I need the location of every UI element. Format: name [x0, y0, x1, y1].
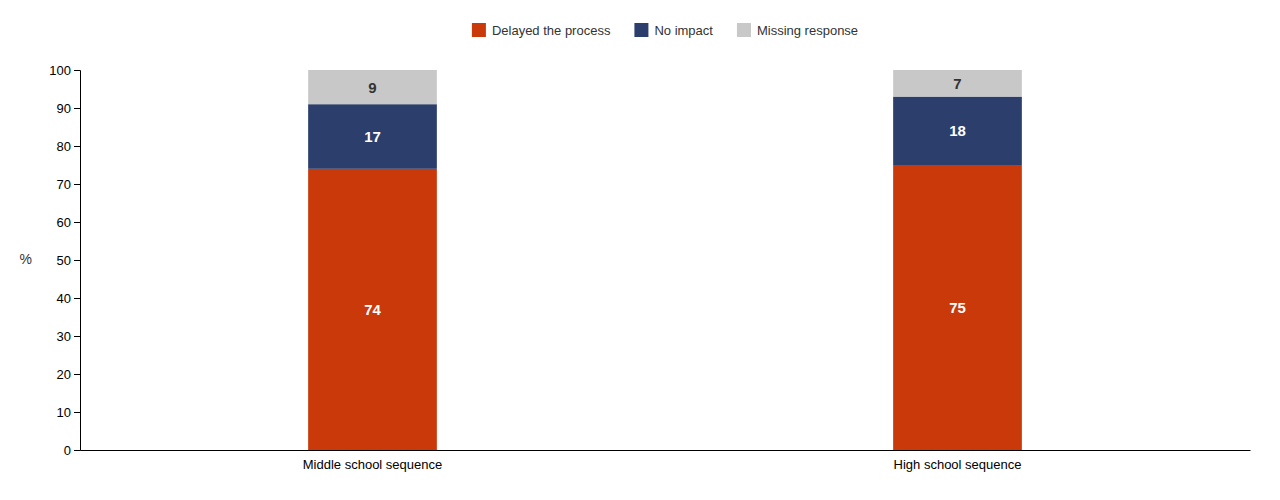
- y-tick: 30: [57, 329, 80, 344]
- y-axis-title: %: [20, 251, 32, 267]
- y-tick-label: 40: [57, 291, 71, 306]
- bar: [893, 165, 1022, 450]
- data-label: 7: [953, 75, 961, 92]
- legend: Delayed the process No impact Missing resp…: [472, 23, 858, 38]
- data-label: 17: [364, 128, 381, 145]
- y-tick: 100: [49, 63, 80, 78]
- bar: [893, 97, 1022, 165]
- y-tick-label: 0: [64, 443, 71, 458]
- series: [308, 165, 1022, 450]
- y-tick-mark: [74, 70, 80, 71]
- bar: [308, 70, 437, 104]
- y-tick: 80: [57, 139, 80, 154]
- legend-swatch: [634, 23, 648, 37]
- series: [308, 70, 1022, 104]
- legend-label: Missing response: [757, 23, 858, 38]
- legend-label: No impact: [654, 23, 713, 38]
- series: [308, 97, 1022, 169]
- legend-swatch: [472, 23, 486, 37]
- y-tick-mark: [74, 184, 80, 185]
- y-tick-mark: [74, 412, 80, 413]
- data-label: 75: [949, 299, 966, 316]
- y-tick-mark: [74, 336, 80, 337]
- y-tick-label: 60: [57, 215, 71, 230]
- bars: [308, 70, 1022, 450]
- y-tick: 20: [57, 367, 80, 382]
- y-tick-label: 70: [57, 177, 71, 192]
- y-tick-label: 80: [57, 139, 71, 154]
- chart: 0 10 20 30 40 50 60 70 80 90 100 Middle school sequ…: [0, 0, 1280, 500]
- y-tick-label: 50: [57, 253, 71, 268]
- x-axis: Middle school sequence High school sequen…: [81, 450, 1251, 472]
- y-tick-mark: [74, 260, 80, 261]
- x-tick: High school sequence: [894, 450, 1022, 472]
- y-tick-label: 10: [57, 405, 71, 420]
- y-tick-label: 20: [57, 367, 71, 382]
- bar: [308, 104, 437, 169]
- data-label: 74: [364, 301, 381, 318]
- legend-swatch: [737, 23, 751, 37]
- y-tick-mark: [74, 222, 80, 223]
- y-tick-label: 100: [49, 63, 71, 78]
- legend-item: Missing response: [737, 23, 858, 38]
- data-label: 18: [949, 122, 966, 139]
- y-axis: 0 10 20 30 40 50 60 70 80 90 100: [49, 63, 80, 458]
- y-tick-mark: [74, 450, 80, 451]
- plot: 0 10 20 30 40 50 60 70 80 90 100 Middle school sequ…: [20, 63, 1251, 473]
- y-tick: 10: [57, 405, 80, 420]
- x-tick-label: Middle school sequence: [303, 457, 442, 472]
- x-tick-label: High school sequence: [894, 457, 1022, 472]
- legend-label: Delayed the process: [492, 23, 611, 38]
- y-axis-line: [74, 71, 81, 451]
- y-tick-label: 30: [57, 329, 71, 344]
- y-tick-mark: [74, 146, 80, 147]
- y-tick-label: 90: [57, 101, 71, 116]
- y-tick: 50: [57, 253, 80, 268]
- y-tick-mark: [74, 374, 80, 375]
- bar: [893, 70, 1022, 97]
- y-tick-mark: [74, 108, 80, 109]
- y-tick: 70: [57, 177, 80, 192]
- data-label: 9: [368, 79, 376, 96]
- y-tick-mark: [74, 298, 80, 299]
- x-axis-line: [81, 450, 1251, 451]
- y-tick: 0: [64, 443, 80, 458]
- y-tick: 40: [57, 291, 80, 306]
- bar: [308, 169, 437, 450]
- legend-item: No impact: [634, 23, 713, 38]
- y-tick: 90: [57, 101, 80, 116]
- data-labels: 74 75 17 18 9 7: [364, 75, 966, 318]
- legend-item: Delayed the process: [472, 23, 611, 38]
- y-tick: 60: [57, 215, 80, 230]
- x-tick: Middle school sequence: [303, 450, 442, 472]
